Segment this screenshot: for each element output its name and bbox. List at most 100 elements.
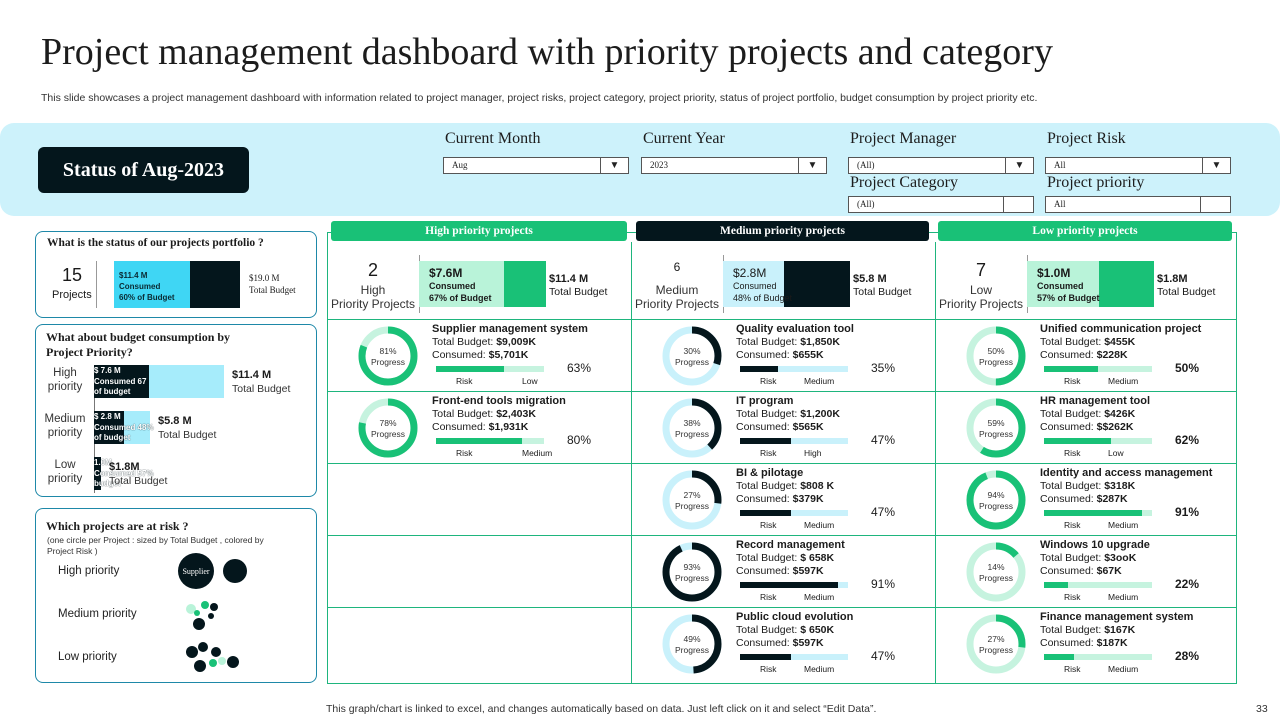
summary-consumed-label: Consumed: [1037, 281, 1084, 291]
project-consumed-label: Consumed:: [1040, 349, 1097, 361]
filter-label-4: Project Category: [850, 174, 958, 191]
filter-select-3[interactable]: All ▼: [1045, 157, 1231, 174]
budget-row-label-1: High: [53, 367, 77, 379]
project-budget-value: $1,850K: [800, 336, 840, 348]
summary-consumed-bar: [1027, 261, 1100, 307]
budget-consumed-text: 1.0M Consumed 57% budget: [94, 458, 154, 490]
summary-total-label: Total Budget: [549, 286, 608, 298]
project-budget-label: Total Budget:: [736, 624, 801, 636]
project-budget-label: Total Budget:: [736, 480, 801, 492]
risk-level: Medium: [1108, 520, 1139, 530]
risk-level: Medium: [1108, 376, 1139, 386]
budget-consumed-line: $ 2.8 M: [94, 412, 121, 421]
summary-total-value: $11.4 M: [549, 273, 589, 285]
filter-select-2[interactable]: (All) ▼: [848, 157, 1034, 174]
consumption-bar-fill: [740, 438, 791, 444]
filter-select-0[interactable]: Aug ▼: [443, 157, 629, 174]
footer-note: This graph/chart is linked to excel, and…: [326, 703, 877, 715]
filter-select-5[interactable]: All: [1045, 196, 1231, 213]
project-name: BI & pilotage: [736, 467, 804, 479]
filter-label-2: Project Manager: [850, 130, 957, 147]
project-name: Quality evaluation tool: [736, 323, 854, 335]
budget-consumed-bar: [94, 457, 101, 490]
project-consumed-value: $597K: [792, 565, 824, 577]
risk-label: Risk: [456, 376, 473, 386]
filter-value: (All): [857, 199, 875, 209]
priority-count-label-2: Priority Projects: [938, 297, 1024, 311]
risk-label: Risk: [1064, 664, 1081, 674]
risk-label: Risk: [1064, 448, 1081, 458]
dropdown-box[interactable]: [1003, 197, 1033, 212]
risk-level: High: [804, 448, 822, 458]
project-consumed-label: Consumed:: [736, 493, 793, 505]
summary-consumed-pct: 57% of Budget: [1037, 293, 1100, 303]
project-budget-value: $ 650K: [800, 624, 835, 636]
budget-consumed-line: of budget: [94, 433, 131, 442]
risk-bubble: [218, 657, 226, 665]
consumption-bar-fill: [436, 366, 505, 372]
priority-count-label-2: Priority Projects: [634, 297, 720, 311]
consumption-bar-fill: [1044, 582, 1068, 588]
project-budget-value: $808 K: [800, 480, 835, 492]
budget-consumed-bar: [94, 411, 124, 444]
risk-level: Medium: [1108, 592, 1139, 602]
filter-value: Aug: [452, 160, 468, 170]
page-title: Project management dashboard with priori…: [41, 31, 1053, 73]
project-budget: Total Budget: $808 K: [736, 480, 834, 492]
dropdown-box[interactable]: [1200, 197, 1230, 212]
budget-row-total-label: Total Budget: [232, 383, 291, 395]
portfolio-consumed-value: $11.4 M: [119, 271, 148, 280]
donut-percent: 78%: [379, 418, 396, 428]
budget-title-line1: What about budget consumption by: [46, 330, 231, 344]
risk-bubble: [209, 659, 217, 667]
risk-bubble: [194, 610, 200, 616]
risk-level: Medium: [804, 520, 835, 530]
project-name: Public cloud evolution: [736, 611, 854, 623]
risk-row-medium: Medium priority: [58, 608, 137, 620]
dropdown-arrow-icon[interactable]: ▼: [1202, 158, 1230, 173]
project-budget-label: Total Budget:: [1040, 480, 1105, 492]
consumption-bar: [436, 438, 544, 444]
consumption-bar: [1044, 510, 1152, 516]
filter-select-1[interactable]: 2023 ▼: [641, 157, 827, 174]
risk-bubble: [178, 553, 214, 589]
project-percent: 63%: [567, 361, 592, 375]
project-budget: Total Budget: $1,850K: [736, 336, 840, 348]
progress-donut: 14%Progress: [966, 542, 1026, 602]
donut-label: Progress: [979, 645, 1013, 655]
project-budget: Total Budget: $426K: [1040, 408, 1135, 420]
dropdown-arrow-icon[interactable]: ▼: [1005, 158, 1033, 173]
summary-consumed-pct: 67% of Budget: [429, 293, 492, 303]
donut-percent: 27%: [683, 490, 700, 500]
donut-label: Progress: [979, 429, 1013, 439]
filter-select-4[interactable]: (All): [848, 196, 1034, 213]
row-divider: [327, 607, 1237, 608]
project-percent: 80%: [567, 433, 592, 447]
row-divider: [327, 463, 1237, 464]
consumption-bar: [436, 366, 544, 372]
project-budget-label: Total Budget:: [432, 408, 497, 420]
risk-bubble: [198, 642, 208, 652]
portfolio-total-value: $19.0 M: [249, 273, 280, 283]
risk-level: Medium: [804, 664, 835, 674]
row-divider: [327, 535, 1237, 536]
project-budget: Total Budget: $167K: [1040, 624, 1135, 636]
filter-value: 2023: [650, 160, 668, 170]
consumption-bar-fill: [740, 654, 791, 660]
consumption-bar: [1044, 654, 1152, 660]
consumption-bar: [740, 438, 848, 444]
donut-percent: 14%: [987, 562, 1004, 572]
project-consumed: Consumed: $228K: [1040, 349, 1128, 361]
project-name: Front-end tools migration: [432, 395, 566, 407]
budget-row-label-2: priority: [47, 427, 83, 439]
progress-donut: 49%Progress: [662, 614, 722, 674]
dropdown-arrow-icon[interactable]: ▼: [600, 158, 628, 173]
consumption-bar-fill: [740, 366, 778, 372]
project-budget-label: Total Budget:: [1040, 408, 1105, 420]
dropdown-arrow-icon[interactable]: ▼: [798, 158, 826, 173]
donut-progress: [358, 398, 418, 458]
summary-total-label: Total Budget: [853, 286, 912, 298]
project-consumed: Consumed: $597K: [736, 565, 824, 577]
project-consumed-value: $287K: [1096, 493, 1128, 505]
risk-label: Risk: [1064, 376, 1081, 386]
